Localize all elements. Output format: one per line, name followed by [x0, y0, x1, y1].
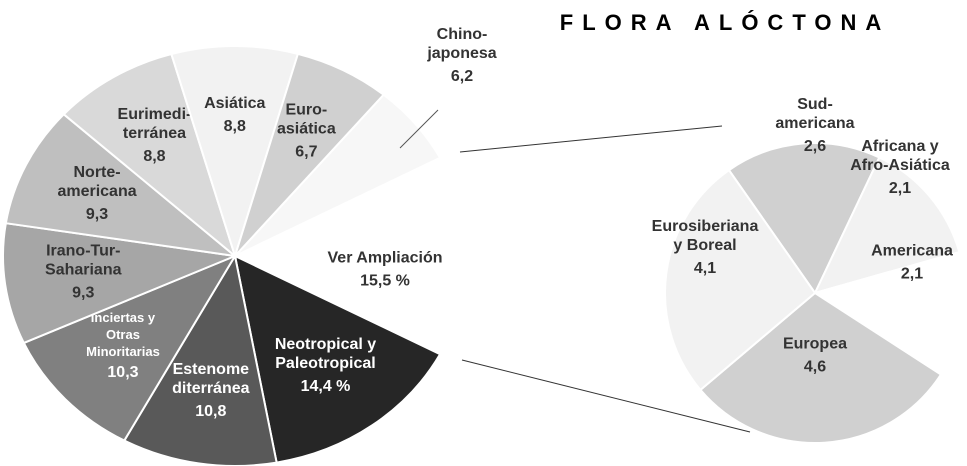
connector — [461, 359, 751, 433]
pie-slice — [664, 168, 817, 392]
pie-slice — [812, 250, 966, 376]
label-line: americana — [775, 115, 854, 132]
pie-slice — [2, 222, 239, 345]
label-line: Americana — [871, 243, 953, 260]
label-line: asiática — [277, 120, 336, 137]
label-line: Eurimedi- — [118, 106, 192, 123]
pie-slice — [22, 253, 238, 442]
slice-label: Ver Ampliación — [328, 250, 443, 267]
value-label: 15,5 % — [360, 273, 410, 290]
slice-label: Irano-Tur- Sahariana — [45, 243, 122, 279]
label-line: Minoritarias — [86, 344, 160, 359]
label-line: Paleotropical — [275, 355, 375, 372]
pie-slice — [234, 52, 386, 257]
slice-label: Europea — [783, 336, 847, 353]
slice-label: Eurimedi-terránea — [118, 106, 192, 142]
label-line: Chino- — [437, 26, 488, 43]
slice-label: Inciertas y Otras Minoritarias — [86, 310, 160, 359]
label-line: Euro- — [285, 101, 327, 118]
value-label: 9,3 — [86, 206, 108, 223]
label-line: y Boreal — [673, 237, 736, 254]
label-line: Neotropical y — [275, 336, 376, 353]
label-line: Asiática — [204, 95, 265, 112]
label-line: americana — [57, 183, 136, 200]
chart-title: FLORA ALÓCTONA — [560, 10, 891, 35]
label-line: terránea — [123, 125, 186, 142]
pie-slice — [260, 156, 496, 356]
slice-label: Estenome diterránea — [172, 361, 249, 397]
value-label: 8,8 — [143, 148, 165, 165]
value-label: 4,1 — [694, 260, 716, 277]
label-line: Eurosiberiana — [652, 218, 759, 235]
label-line: Sahariana — [45, 262, 122, 279]
pie-slice — [170, 45, 300, 260]
label-line: Ver Ampliación — [328, 250, 443, 267]
value-label: 14,4 % — [301, 378, 351, 395]
label-line: japonesa — [426, 45, 496, 62]
slice-label: Norte-americana — [57, 164, 136, 200]
slice-label: Euro-asiática — [277, 101, 336, 137]
slice-label: Neotropical y Paleotropical — [275, 336, 376, 372]
value-label: 2,6 — [804, 138, 826, 155]
label-line: diterránea — [172, 380, 249, 397]
value-label: 6,2 — [451, 68, 473, 85]
value-label: 2,1 — [889, 180, 911, 197]
connector — [459, 125, 723, 153]
pie-slice — [62, 52, 237, 259]
label-line: Estenome — [173, 361, 250, 378]
value-label: 4,6 — [804, 359, 826, 376]
label-line: Afro-Asiática — [850, 157, 950, 174]
slice-label: Chino-japonesa — [426, 26, 496, 62]
label-line: Africana y — [861, 138, 938, 155]
value-label: 10,8 — [195, 403, 226, 420]
pie-slice — [122, 253, 278, 466]
pie-slice — [813, 156, 961, 295]
leader — [399, 109, 439, 149]
label-line: Sud- — [797, 96, 833, 113]
slice-label: Eurosiberiana y Boreal — [652, 218, 759, 254]
label-line: Inciertas y — [91, 310, 156, 325]
pie-slice — [4, 112, 239, 258]
value-label: 10,3 — [107, 364, 138, 381]
slice-label: Americana — [871, 243, 953, 260]
pie-slice — [727, 142, 881, 295]
label-line: Irano-Tur- — [46, 243, 120, 260]
value-label: 2,1 — [901, 266, 923, 283]
pie-slice — [699, 291, 943, 444]
value-label: 6,7 — [295, 143, 317, 160]
slice-label: Sud-americana — [775, 96, 854, 132]
label-line: Norte- — [73, 164, 120, 181]
slice-label: Africana y Afro-Asiática — [850, 138, 950, 174]
label-line: Europea — [783, 336, 847, 353]
value-label: 8,8 — [224, 118, 246, 135]
pie-slice — [233, 254, 442, 464]
value-label: 9,3 — [72, 285, 94, 302]
slice-label: Asiática — [204, 95, 265, 112]
label-line: Otras — [106, 327, 140, 342]
